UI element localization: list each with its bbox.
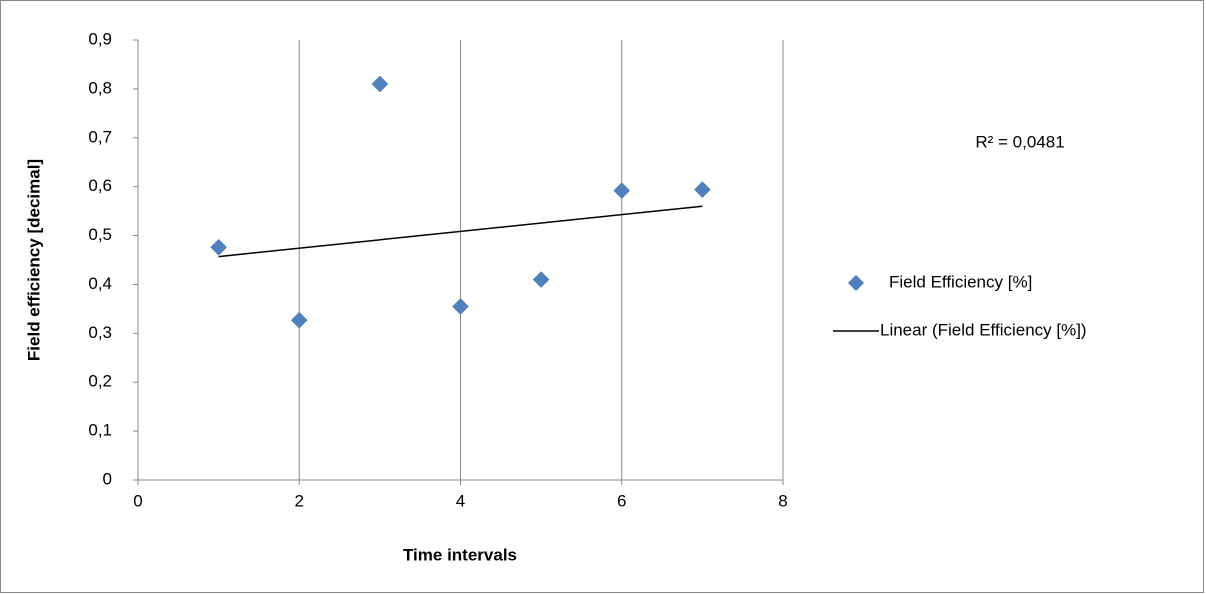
y-axis-label: Field efficiency [decimal]: [24, 159, 43, 361]
x-axis-label: Time intervals: [403, 545, 517, 564]
trendline: [218, 205, 703, 258]
r-squared: R² = 0,0481: [975, 132, 1064, 151]
x-tick-label: 2: [295, 491, 304, 510]
y-tick-label: 0,6: [88, 176, 112, 195]
x-tick-label: 0: [133, 491, 142, 510]
y-tick-label: 0,8: [88, 78, 112, 97]
y-tick-label: 0,2: [88, 372, 112, 391]
data-point: [613, 182, 631, 199]
y-tick-label: 0,3: [88, 323, 112, 342]
data-point: [210, 238, 227, 256]
data-point: [694, 181, 711, 198]
data-point: [371, 75, 389, 93]
legend-label: Field Efficiency [%]: [889, 272, 1032, 291]
x-tick-label: 4: [456, 491, 465, 510]
x-tick-label: 8: [778, 491, 787, 510]
data-point: [452, 298, 469, 315]
data-point: [532, 271, 550, 288]
y-tick-label: 0,4: [88, 274, 112, 293]
y-tick-label: 0,7: [88, 127, 112, 146]
y-tick-label: 0,1: [88, 421, 112, 440]
legend-marker: [848, 275, 864, 291]
y-tick-label: 0,5: [88, 225, 112, 244]
data-point: [290, 311, 308, 329]
x-tick-label: 6: [617, 491, 626, 510]
y-tick-label: 0,9: [88, 29, 112, 48]
legend-label: Linear (Field Efficiency [%]): [880, 320, 1087, 339]
y-tick-label: 0: [103, 469, 112, 488]
